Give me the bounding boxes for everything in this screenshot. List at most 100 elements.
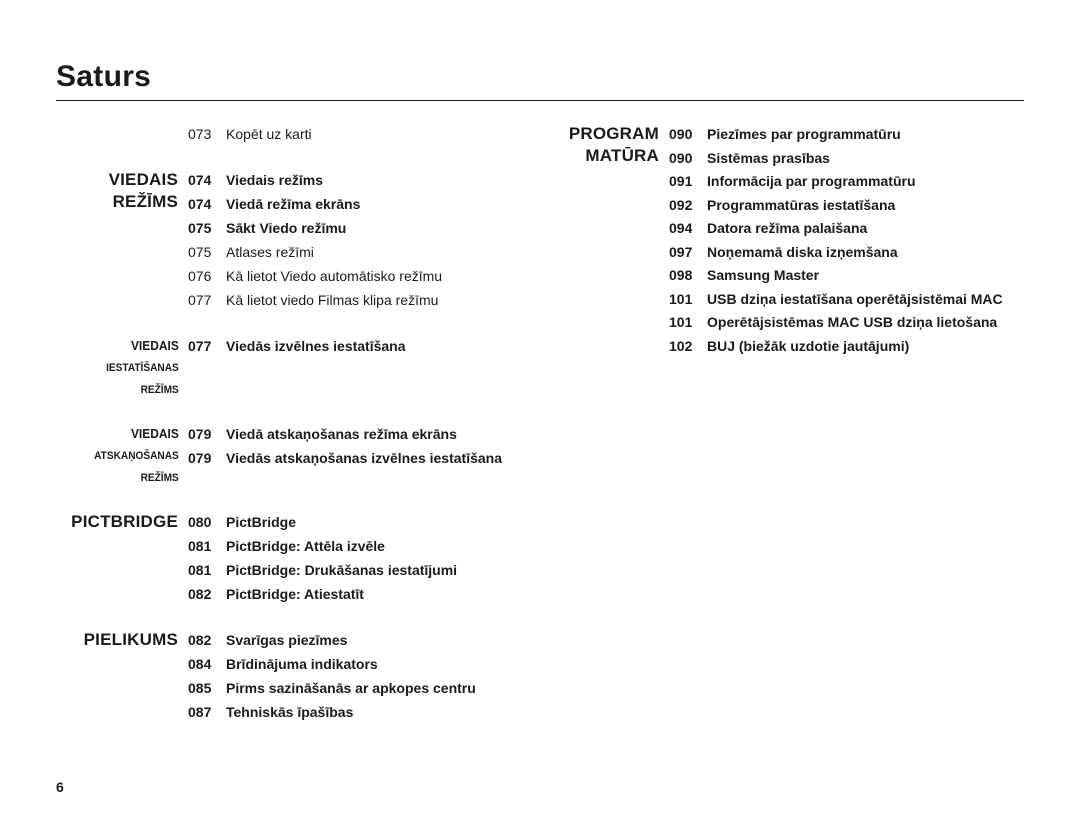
- toc-entry-page: 101: [669, 311, 707, 333]
- toc-entry: 090Sistēmas prasības: [669, 147, 1024, 169]
- toc-right-column: PROGRAM MATŪRA 090Piezīmes par programma…: [551, 123, 1024, 747]
- toc-entry-page: 081: [188, 535, 226, 557]
- toc-entry: 101USB dziņa iestatīšana operētājsistēma…: [669, 288, 1024, 310]
- toc-entry-text: Kopēt uz karti: [226, 123, 529, 145]
- toc-entry-page: 102: [669, 335, 707, 357]
- toc-entry-text: Brīdinājuma indikators: [226, 653, 529, 675]
- toc-entry-page: 080: [188, 511, 226, 533]
- section-label-line: PROGRAM: [551, 123, 659, 145]
- toc-entry-text: Viedais režīms: [226, 169, 529, 191]
- toc-entry-text: Viedās atskaņošanas izvēlnes iestatīšana: [226, 447, 529, 469]
- toc-entry-page: 077: [188, 289, 226, 311]
- toc-entry-text: Kā lietot viedo Filmas klipa režīmu: [226, 289, 529, 311]
- toc-entry-text: Svarīgas piezīmes: [226, 629, 529, 651]
- toc-entry: 075Sākt Viedo režīmu: [188, 217, 529, 239]
- toc-entry: 101Operētājsistēmas MAC USB dziņa lietoš…: [669, 311, 1024, 333]
- toc-entry-text: PictBridge: Attēla izvēle: [226, 535, 529, 557]
- section-label-line: REŽĪMS: [56, 191, 178, 213]
- section-label-line: IESTATĪŠANAS REŽĪMS: [67, 357, 179, 401]
- toc-entry-page: 074: [188, 193, 226, 215]
- toc-section: PROGRAM MATŪRA 090Piezīmes par programma…: [551, 123, 1024, 358]
- toc-entry-page: 077: [188, 335, 226, 357]
- page-title: Saturs: [56, 60, 1024, 94]
- toc-entry: 092Programmatūras iestatīšana: [669, 194, 1024, 216]
- section-label-empty: [56, 123, 188, 147]
- toc-entry: 077Viedās izvēlnes iestatīšana: [188, 335, 529, 357]
- toc-entry-text: Noņemamā diska izņemšana: [707, 241, 1024, 263]
- toc-entry-text: Piezīmes par programmatūru: [707, 123, 1024, 145]
- toc-entry-page: 090: [669, 123, 707, 145]
- toc-entry: 073 Kopēt uz karti: [188, 123, 529, 145]
- toc-entry-page: 094: [669, 217, 707, 239]
- toc-entry: 082PictBridge: Atiestatīt: [188, 583, 529, 605]
- section-label-viedais-atskanosanas: VIEDAIS ATSKAŅOŠANAS REŽĪMS: [67, 423, 188, 489]
- toc-entry: 082Svarīgas piezīmes: [188, 629, 529, 651]
- toc-entry-page: 082: [188, 629, 226, 651]
- toc-entry-page: 087: [188, 701, 226, 723]
- toc-entry-text: Kā lietot Viedo automātisko režīmu: [226, 265, 529, 287]
- toc-entry: 087Tehniskās īpašības: [188, 701, 529, 723]
- toc-section: VIEDAIS REŽĪMS 074Viedais režīms 074Vied…: [56, 169, 529, 313]
- section-label-line: VIEDAIS: [67, 423, 179, 445]
- toc-entry-page: 090: [669, 147, 707, 169]
- toc-entry: 074Viedā režīma ekrāns: [188, 193, 529, 215]
- toc-entry-page: 075: [188, 217, 226, 239]
- section-entries: 090Piezīmes par programmatūru 090Sistēma…: [669, 123, 1024, 358]
- toc-entry: 084Brīdinājuma indikators: [188, 653, 529, 675]
- toc-columns: 073 Kopēt uz karti VIEDAIS REŽĪMS 074Vie…: [56, 123, 1024, 747]
- toc-entry-text: BUJ (biežāk uzdotie jautājumi): [707, 335, 1024, 357]
- toc-entry-text: Programmatūras iestatīšana: [707, 194, 1024, 216]
- toc-entry: 102BUJ (biežāk uzdotie jautājumi): [669, 335, 1024, 357]
- toc-entry-page: 097: [669, 241, 707, 263]
- toc-entry-page: 081: [188, 559, 226, 581]
- toc-section: VIEDAIS ATSKAŅOŠANAS REŽĪMS 079Viedā ats…: [56, 423, 529, 489]
- toc-entry-text: Informācija par programmatūru: [707, 170, 1024, 192]
- section-label-line: MATŪRA: [551, 145, 659, 167]
- toc-section: VIEDAIS IESTATĪŠANAS REŽĪMS 077Viedās iz…: [56, 335, 529, 401]
- section-label-pielikums: PIELIKUMS: [56, 629, 188, 725]
- toc-entry-text: PictBridge: Drukāšanas iestatījumi: [226, 559, 529, 581]
- toc-entry: 080PictBridge: [188, 511, 529, 533]
- toc-section: 073 Kopēt uz karti: [56, 123, 529, 147]
- toc-entry-text: Viedā atskaņošanas režīma ekrāns: [226, 423, 529, 445]
- toc-entry-page: 085: [188, 677, 226, 699]
- toc-entry-text: Pirms sazināšanās ar apkopes centru: [226, 677, 529, 699]
- toc-entry-page: 076: [188, 265, 226, 287]
- toc-entry-page: 084: [188, 653, 226, 675]
- section-entries: 074Viedais režīms 074Viedā režīma ekrāns…: [188, 169, 529, 313]
- toc-entry: 094Datora režīma palaišana: [669, 217, 1024, 239]
- section-entries: 079Viedā atskaņošanas režīma ekrāns 079V…: [188, 423, 529, 489]
- toc-entry-text: Operētājsistēmas MAC USB dziņa lietošana: [707, 311, 1024, 333]
- section-entries: 073 Kopēt uz karti: [188, 123, 529, 147]
- toc-entry: 079Viedās atskaņošanas izvēlnes iestatīš…: [188, 447, 529, 469]
- toc-entry-page: 098: [669, 264, 707, 286]
- toc-entry-text: USB dziņa iestatīšana operētājsistēmai M…: [707, 288, 1024, 310]
- toc-entry-text: Datora režīma palaišana: [707, 217, 1024, 239]
- section-label-line: VIEDAIS: [56, 169, 178, 191]
- section-entries: 077Viedās izvēlnes iestatīšana: [188, 335, 529, 401]
- toc-entry-page: 091: [669, 170, 707, 192]
- toc-entry-page: 073: [188, 123, 226, 145]
- toc-entry: 074Viedais režīms: [188, 169, 529, 191]
- toc-entry-text: Viedā režīma ekrāns: [226, 193, 529, 215]
- toc-entry-text: Tehniskās īpašības: [226, 701, 529, 723]
- toc-entry-text: Sistēmas prasības: [707, 147, 1024, 169]
- toc-entry: 091Informācija par programmatūru: [669, 170, 1024, 192]
- section-label-line: ATSKAŅOŠANAS REŽĪMS: [67, 445, 179, 489]
- section-entries: 082Svarīgas piezīmes 084Brīdinājuma indi…: [188, 629, 529, 725]
- toc-entry: 081PictBridge: Drukāšanas iestatījumi: [188, 559, 529, 581]
- section-label-pictbridge: PICTBRIDGE: [56, 511, 188, 607]
- section-label-viedais-rezims: VIEDAIS REŽĪMS: [56, 169, 188, 313]
- toc-section: PICTBRIDGE 080PictBridge 081PictBridge: …: [56, 511, 529, 607]
- toc-entry-text: Atlases režīmi: [226, 241, 529, 263]
- section-entries: 080PictBridge 081PictBridge: Attēla izvē…: [188, 511, 529, 607]
- title-underline: [56, 100, 1024, 101]
- toc-entry-text: Sākt Viedo režīmu: [226, 217, 529, 239]
- toc-entry: 079Viedā atskaņošanas režīma ekrāns: [188, 423, 529, 445]
- toc-entry-page: 079: [188, 447, 226, 469]
- toc-entry: 076Kā lietot Viedo automātisko režīmu: [188, 265, 529, 287]
- section-label-programmatura: PROGRAM MATŪRA: [551, 123, 669, 358]
- toc-entry: 077Kā lietot viedo Filmas klipa režīmu: [188, 289, 529, 311]
- toc-entry-text: PictBridge: Atiestatīt: [226, 583, 529, 605]
- toc-entry-page: 101: [669, 288, 707, 310]
